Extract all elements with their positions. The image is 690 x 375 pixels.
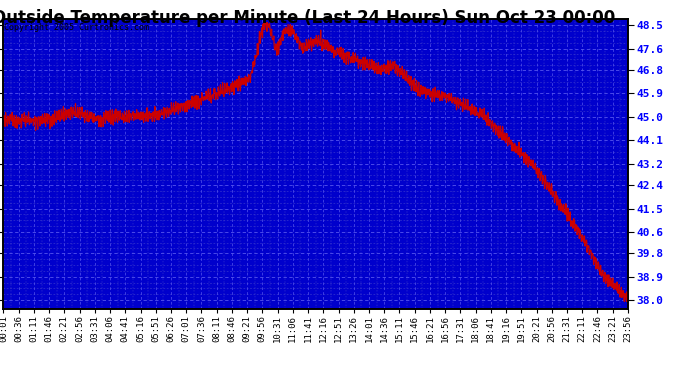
Text: Outside Temperature per Minute (Last 24 Hours) Sun Oct 23 00:00: Outside Temperature per Minute (Last 24 … (0, 9, 615, 27)
Text: Copyright 2005 Curtronics.com: Copyright 2005 Curtronics.com (4, 23, 149, 32)
